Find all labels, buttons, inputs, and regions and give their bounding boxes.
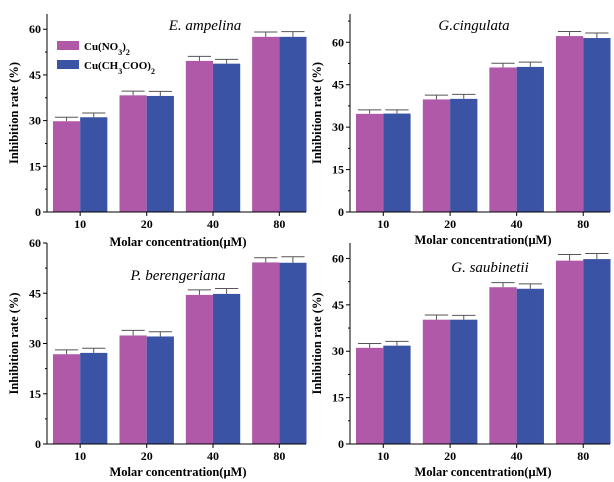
- legend-label-cu-nitrate: Cu(NO3)2: [84, 41, 130, 57]
- bar-cu-nitrate: [119, 335, 147, 444]
- bar-cu-nitrate: [489, 67, 517, 213]
- x-axis-label: Molar concentration(μM): [109, 465, 246, 479]
- x-tick-label: 20: [444, 217, 456, 231]
- y-tick-label: 45: [29, 286, 41, 300]
- y-tick-label: 60: [332, 251, 344, 265]
- bar-cu-nitrate: [52, 354, 81, 444]
- y-tick-label: 60: [29, 22, 41, 36]
- bar-cu-nitrate: [185, 294, 214, 444]
- chart-panel-p-berengeriana: 0 15 30 45 60 10 20 40 80 P. berengeriana Inhib…: [7, 236, 307, 479]
- x-tick-label: 20: [444, 449, 456, 463]
- y-axis-label: Inhibition rate (%): [310, 292, 324, 394]
- x-axis-label: Molar concentration(μM): [414, 465, 551, 479]
- y-axis-label: Inhibition rate (%): [7, 62, 21, 164]
- bar-cu-nitrate: [252, 262, 280, 444]
- bar-cu-acetate: [583, 259, 611, 444]
- bar-cu-nitrate: [355, 347, 384, 444]
- legend-label-cu-acetate: Cu(CH3COO)2: [84, 60, 155, 76]
- y-tick-label: 30: [29, 337, 41, 351]
- legend-swatch-cu-acetate: [57, 60, 79, 69]
- y-tick-label: 60: [29, 236, 41, 250]
- bar-cu-nitrate: [355, 113, 384, 212]
- x-tick-label: 20: [141, 449, 153, 463]
- x-tick-label: 10: [377, 449, 389, 463]
- y-tick-label: 45: [332, 78, 344, 92]
- y-tick-label: 30: [332, 344, 344, 358]
- x-tick-label: 80: [577, 217, 589, 231]
- x-tick-label: 40: [511, 449, 523, 463]
- panel-title: G.cingulata: [438, 18, 509, 34]
- bar-cu-nitrate: [489, 287, 517, 444]
- bar-cu-acetate: [583, 38, 611, 212]
- bar-cu-acetate: [80, 352, 108, 444]
- x-axis-label: Molar concentration(μM): [414, 233, 551, 247]
- bar-cu-nitrate: [185, 60, 214, 213]
- y-axis-label: Inhibition rate (%): [310, 62, 324, 164]
- bar-cu-nitrate: [119, 95, 147, 212]
- x-tick-label: 10: [74, 449, 86, 463]
- x-tick-label: 80: [577, 449, 589, 463]
- bar-cu-nitrate: [555, 260, 584, 444]
- x-tick-label: 40: [511, 217, 523, 231]
- x-tick-label: 40: [207, 449, 219, 463]
- bar-cu-nitrate: [422, 319, 451, 444]
- y-tick-label: 30: [332, 120, 344, 134]
- y-tick-label: 45: [29, 68, 41, 82]
- bar-cu-acetate: [383, 345, 411, 444]
- y-tick-label: 15: [29, 387, 41, 401]
- bar-cu-acetate: [279, 36, 307, 212]
- y-tick-label: 45: [332, 298, 344, 312]
- bar-cu-nitrate: [422, 99, 451, 212]
- panel-title: G. saubinetii: [451, 260, 529, 276]
- y-axis-label: Inhibition rate (%): [7, 292, 21, 394]
- x-tick-label: 40: [207, 217, 219, 231]
- bar-cu-acetate: [450, 98, 478, 212]
- x-tick-label: 10: [377, 217, 389, 231]
- y-tick-label: 0: [35, 205, 41, 219]
- x-tick-label: 80: [273, 449, 285, 463]
- bar-cu-acetate: [383, 113, 411, 212]
- bar-cu-acetate: [450, 319, 478, 444]
- y-tick-label: 15: [29, 159, 41, 173]
- chart-panel-e-ampelina: 0 15 30 45 60 10 20 40 80 E. ampelina Inhibitio…: [7, 14, 307, 249]
- y-tick-label: 0: [338, 205, 344, 219]
- bar-cu-nitrate: [555, 36, 584, 212]
- bar-cu-acetate: [80, 117, 108, 212]
- y-tick-label: 15: [332, 391, 344, 405]
- y-tick-label: 30: [29, 114, 41, 128]
- x-tick-label: 10: [74, 217, 86, 231]
- bar-cu-nitrate: [52, 121, 81, 212]
- chart-panel-g-saubinetii: 0 15 30 45 60 10 20 40 80 G. saubinetii Inhibit…: [310, 243, 611, 479]
- y-tick-label: 0: [35, 437, 41, 451]
- panel-title: E. ampelina: [168, 18, 242, 34]
- x-tick-label: 80: [273, 217, 285, 231]
- x-tick-label: 20: [141, 217, 153, 231]
- bar-cu-acetate: [279, 262, 307, 444]
- y-tick-label: 15: [332, 163, 344, 177]
- chart-panel-g-cingulata: 0 15 30 45 60 10 20 40 80 G.cingulata Inhibitio…: [310, 14, 611, 247]
- y-tick-label: 0: [338, 437, 344, 451]
- bar-cu-acetate: [516, 288, 544, 444]
- bar-cu-acetate: [213, 293, 241, 444]
- bar-cu-acetate: [516, 66, 544, 212]
- y-tick-label: 60: [332, 35, 344, 49]
- bar-cu-acetate: [146, 336, 174, 444]
- chart-legend: Cu(NO3)2 Cu(CH3COO)2: [57, 41, 155, 76]
- legend-swatch-cu-nitrate: [57, 41, 79, 50]
- x-axis-label: Molar concentration(μM): [109, 235, 246, 249]
- bar-cu-nitrate: [252, 36, 280, 212]
- bar-cu-acetate: [213, 63, 241, 212]
- panel-title: P. berengeriana: [130, 268, 226, 284]
- bar-cu-acetate: [146, 95, 174, 212]
